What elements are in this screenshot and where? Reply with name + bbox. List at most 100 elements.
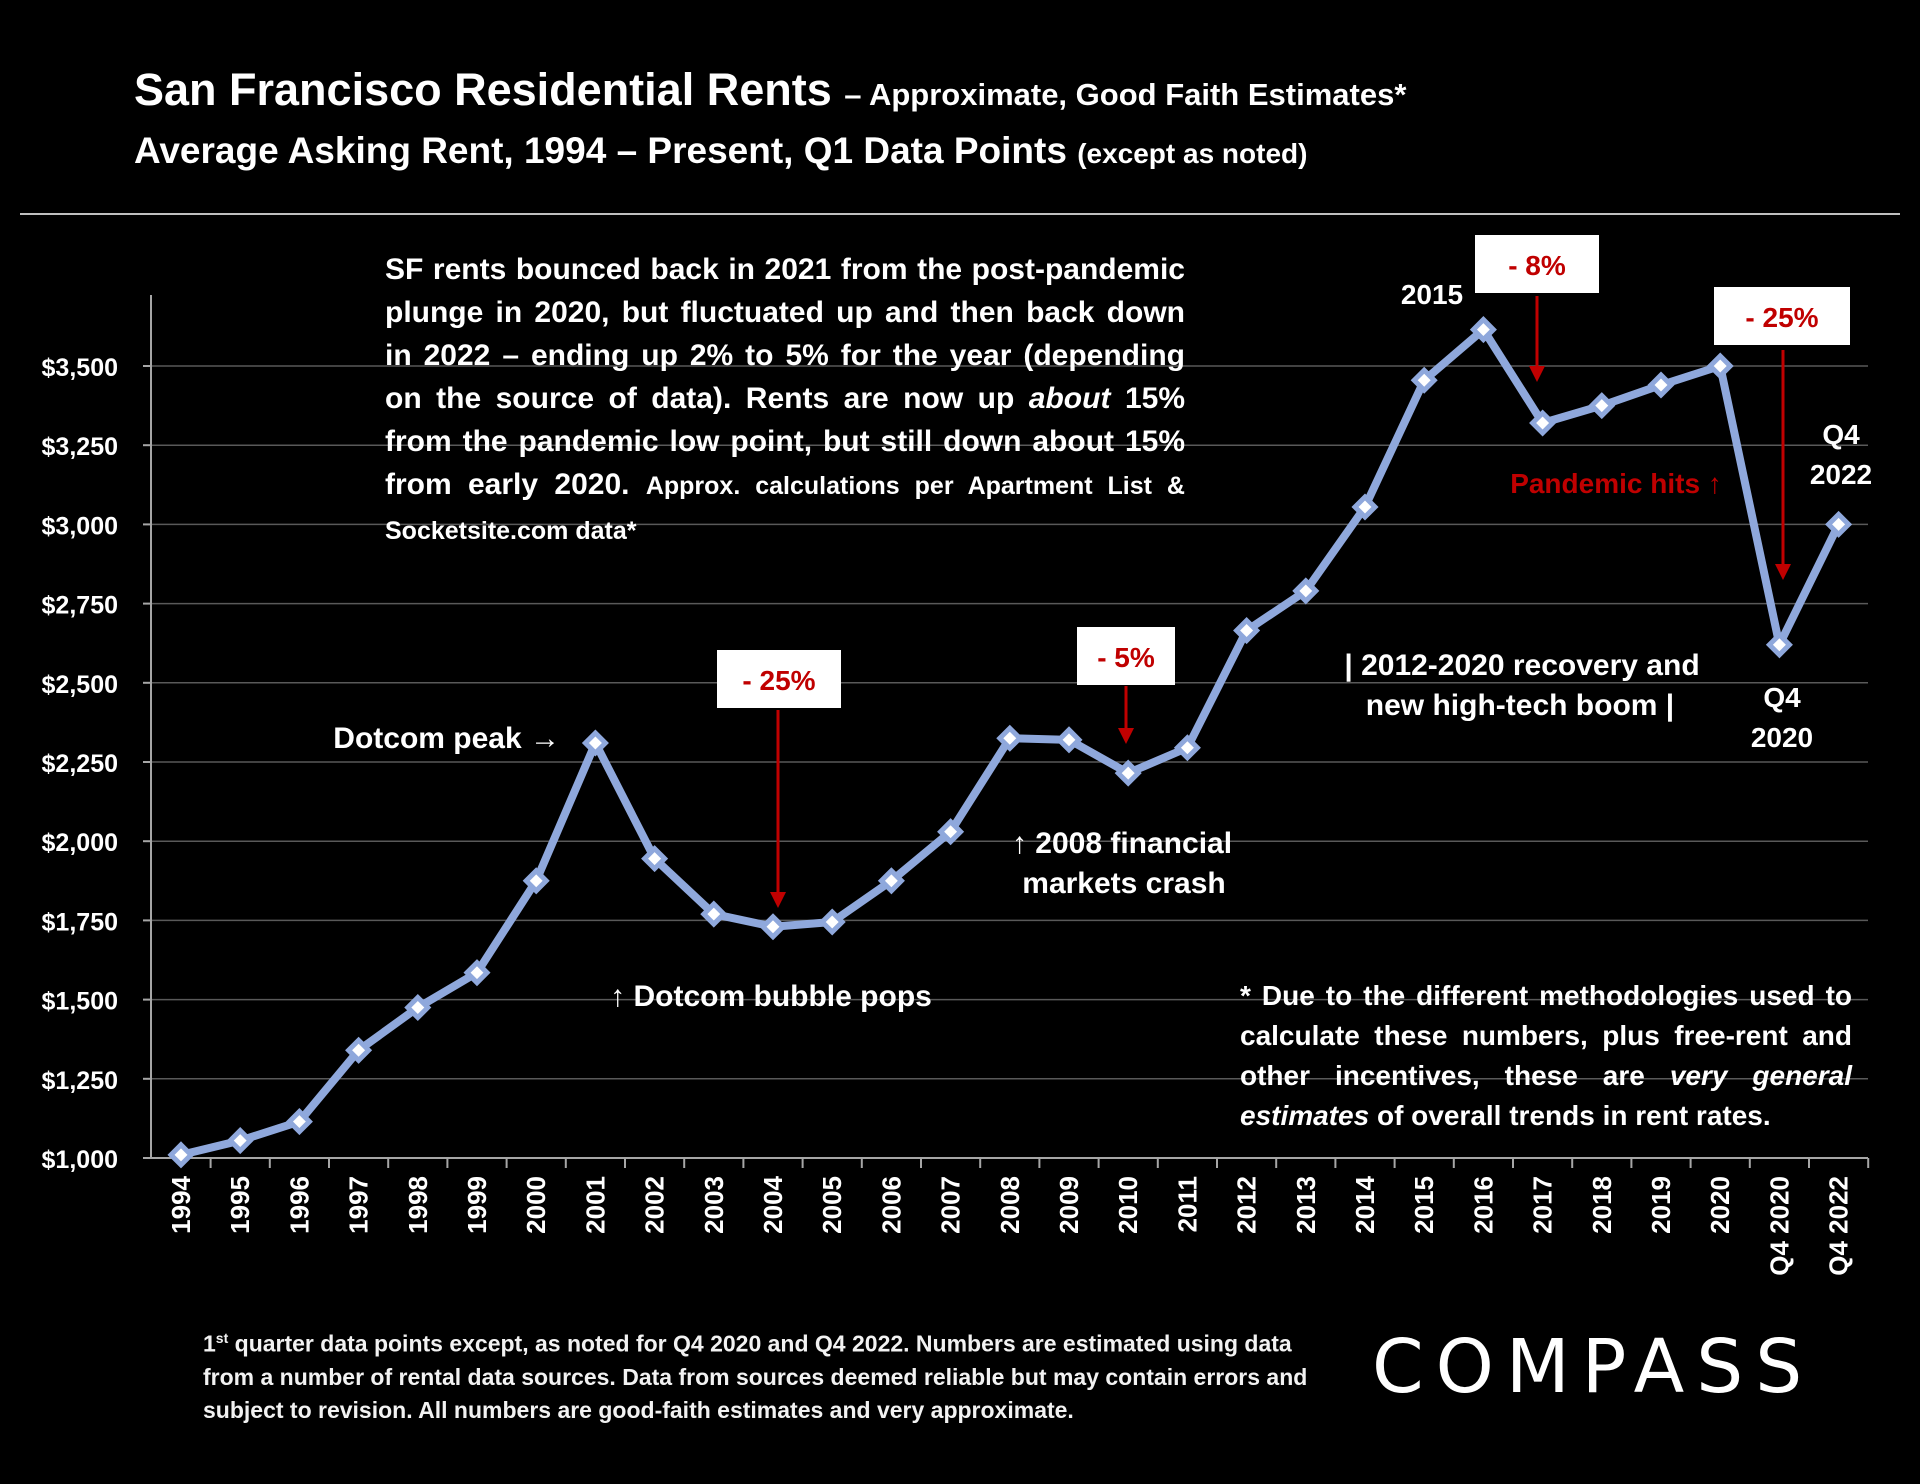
data-point-marker [641, 845, 669, 873]
arrow-head-2004 [770, 892, 786, 908]
data-point-marker [345, 1036, 373, 1064]
data-point-marker [937, 818, 965, 846]
chart-subtitle: Average Asking Rent, 1994 – Present, Q1 … [134, 123, 1406, 182]
x-tick-label: 1997 [344, 1176, 374, 1234]
data-point-marker [1706, 352, 1734, 380]
annotation-q4-2022-line1: Q4 [1822, 419, 1860, 450]
x-tick-label: 2004 [758, 1175, 788, 1233]
data-point-marker [1114, 759, 1142, 787]
arrow-head-2017 [1529, 366, 1545, 382]
callout-part2: 15% from the pandemic low point, but sti… [385, 382, 1185, 501]
data-point-marker [1647, 371, 1675, 399]
subtitle-note: (except as noted) [1077, 138, 1308, 169]
x-tick-label: 2011 [1172, 1176, 1202, 1232]
x-tick-label: 1998 [403, 1176, 433, 1234]
data-point-marker [1469, 316, 1497, 344]
footer-disclaimer: 1st quarter data points except, as noted… [203, 1322, 1333, 1427]
data-point-marker [522, 867, 550, 895]
x-tick-label: Q4 2022 [1824, 1176, 1854, 1276]
data-point-marker [1292, 577, 1320, 605]
x-tick-label: 2020 [1705, 1176, 1735, 1234]
drop-box-2010: - 5% [1077, 627, 1175, 685]
data-point-marker [1410, 366, 1438, 394]
x-tick-label: 2002 [640, 1176, 670, 1234]
footer-lead: 1 [203, 1330, 216, 1357]
note-part2: of overall trends in rent rates. [1376, 1100, 1771, 1131]
note-emphasis: very general estimates [1240, 1060, 1852, 1131]
arrow-head-q4-2020 [1775, 564, 1791, 580]
data-point-marker [581, 729, 609, 757]
y-tick-label: $3,250 [42, 433, 118, 461]
y-tick-label: $1,500 [42, 988, 118, 1016]
x-axis-ticks [209, 1158, 1870, 1168]
grid-lines [143, 365, 1868, 1159]
drop-label-2004: - 25% [742, 665, 815, 696]
drop-box-2004: - 25% [717, 650, 841, 708]
x-tick-label: 1994 [166, 1175, 196, 1233]
x-tick-label: 2010 [1113, 1176, 1143, 1234]
data-point-marker [1351, 493, 1379, 521]
title-divider [20, 213, 1900, 215]
data-point-marker [877, 867, 905, 895]
data-point-marker [818, 908, 846, 936]
y-tick-label: $1,250 [42, 1067, 118, 1095]
x-tick-label: 2006 [876, 1176, 906, 1234]
annotation-q4-2020-line2: 2020 [1751, 722, 1813, 753]
x-tick-label: 2012 [1232, 1176, 1262, 1234]
callout-text: SF rents bounced back in 2021 from the p… [385, 248, 1185, 553]
x-tick-label: 2007 [936, 1176, 966, 1234]
x-tick-label: 2016 [1468, 1176, 1498, 1234]
x-tick-label: 2019 [1646, 1176, 1676, 1234]
title-block: San Francisco Residential Rents – Approx… [134, 62, 1406, 182]
annotation-2015: 2015 [1401, 279, 1463, 310]
data-point-marker [1173, 734, 1201, 762]
subtitle-main: Average Asking Rent, 1994 – Present, Q1 … [134, 130, 1067, 171]
y-tick-label: $1,000 [42, 1146, 118, 1174]
x-tick-label: 2015 [1409, 1176, 1439, 1234]
y-tick-label: $2,750 [42, 592, 118, 620]
drop-label-2017: - 8% [1508, 250, 1566, 281]
drop-box-2017: - 8% [1475, 235, 1599, 293]
note-part1: * Due to the different methodologies use… [1240, 980, 1852, 1091]
series-markers [167, 316, 1853, 1169]
callout-source: Approx. calculations per Apartment List … [385, 472, 1185, 545]
data-point-marker [759, 913, 787, 941]
data-point-marker [1055, 726, 1083, 754]
x-axis-tick-labels: 1994 1995 1996 1997 1998 1999 2000 2001 2002 2003… [166, 1175, 1854, 1275]
drop-box-q4-2020: - 25% [1714, 287, 1850, 345]
y-tick-label: $1,750 [42, 908, 118, 936]
data-point-marker [285, 1108, 313, 1136]
annotation-dotcom-peak: Dotcom peak → [333, 722, 560, 755]
x-tick-label: 2017 [1528, 1176, 1558, 1234]
x-tick-label: Q4 2020 [1764, 1176, 1794, 1276]
data-point-marker [1233, 616, 1261, 645]
drop-arrows [770, 296, 1791, 908]
annotation-crash-line1: ↑ 2008 financial [1012, 827, 1232, 860]
annotation-recovery-line1: | 2012-2020 recovery and [1344, 649, 1699, 682]
annotation-crash-line2: markets crash [1022, 867, 1225, 900]
chart-title: San Francisco Residential Rents – Approx… [134, 62, 1406, 123]
title-main: San Francisco Residential Rents [134, 64, 832, 115]
data-point-marker [1825, 510, 1853, 538]
x-tick-label: 2005 [817, 1176, 847, 1234]
x-tick-label: 2014 [1350, 1175, 1380, 1233]
x-tick-label: 2003 [699, 1176, 729, 1234]
x-tick-label: 2008 [995, 1176, 1025, 1234]
data-point-marker [1529, 409, 1557, 437]
callout-part1: SF rents bounced back in 2021 from the p… [385, 253, 1185, 415]
data-point-marker [1588, 392, 1616, 420]
data-point-marker [226, 1127, 254, 1155]
footer-text: quarter data points except, as noted for… [203, 1330, 1308, 1423]
y-tick-label: $2,250 [42, 750, 118, 778]
data-point-marker [167, 1141, 195, 1169]
data-point-marker [404, 993, 432, 1022]
y-tick-label: $3,500 [42, 354, 118, 382]
x-tick-label: 2009 [1054, 1176, 1084, 1234]
annotation-recovery-line2: new high-tech boom | [1366, 689, 1674, 722]
footer-superscript: st [215, 1330, 229, 1346]
annotation-dotcom-pops: ↑ Dotcom bubble pops [610, 980, 932, 1013]
y-tick-label: $3,000 [42, 512, 118, 540]
annotation-pandemic: Pandemic hits ↑ [1510, 468, 1722, 499]
x-tick-label: 2000 [521, 1176, 551, 1234]
